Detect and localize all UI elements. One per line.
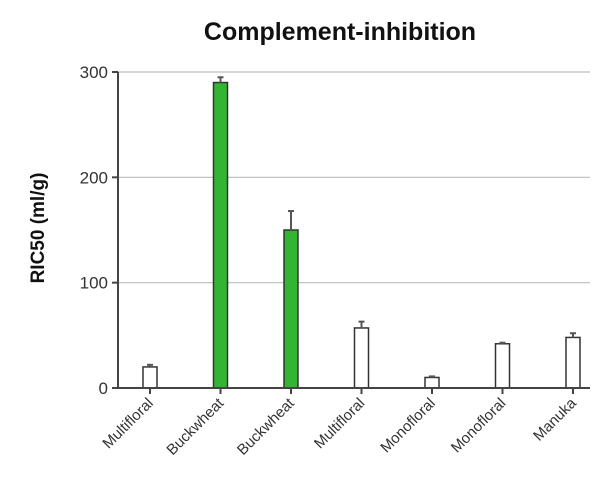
- bar: [353, 327, 370, 389]
- bar: [565, 336, 581, 389]
- bar: [424, 376, 440, 389]
- bar: [142, 366, 158, 389]
- y-tick-label: 200: [80, 168, 108, 187]
- y-tick-label: 300: [80, 63, 108, 82]
- x-tick-label: Multifloral: [311, 395, 368, 452]
- y-axis-label: RIC50 (ml/g): [28, 173, 49, 284]
- x-tick-label: Multifloral: [99, 395, 156, 452]
- x-tick-label: Manuka: [530, 394, 580, 444]
- bar: [283, 229, 299, 389]
- y-tick-label: 0: [99, 379, 108, 398]
- x-tick-label: Buckwheat: [234, 394, 298, 458]
- chart-title: Complement-inhibition: [204, 18, 476, 46]
- x-tick-label: Monofloral: [448, 395, 510, 457]
- error-bars: [147, 76, 576, 378]
- gridlines: [118, 71, 590, 284]
- x-tick-label: Monofloral: [377, 395, 439, 457]
- bars: [142, 81, 581, 389]
- x-tick-label: Buckwheat: [163, 394, 227, 458]
- y-axis-ticks: 0 100 200 300: [80, 63, 118, 398]
- bar: [494, 343, 511, 389]
- x-axis-tick-labels: Multifloral Buckwheat Buckwheat Multifloral…: [99, 388, 580, 459]
- y-tick-label: 100: [80, 274, 108, 293]
- bar: [212, 81, 229, 389]
